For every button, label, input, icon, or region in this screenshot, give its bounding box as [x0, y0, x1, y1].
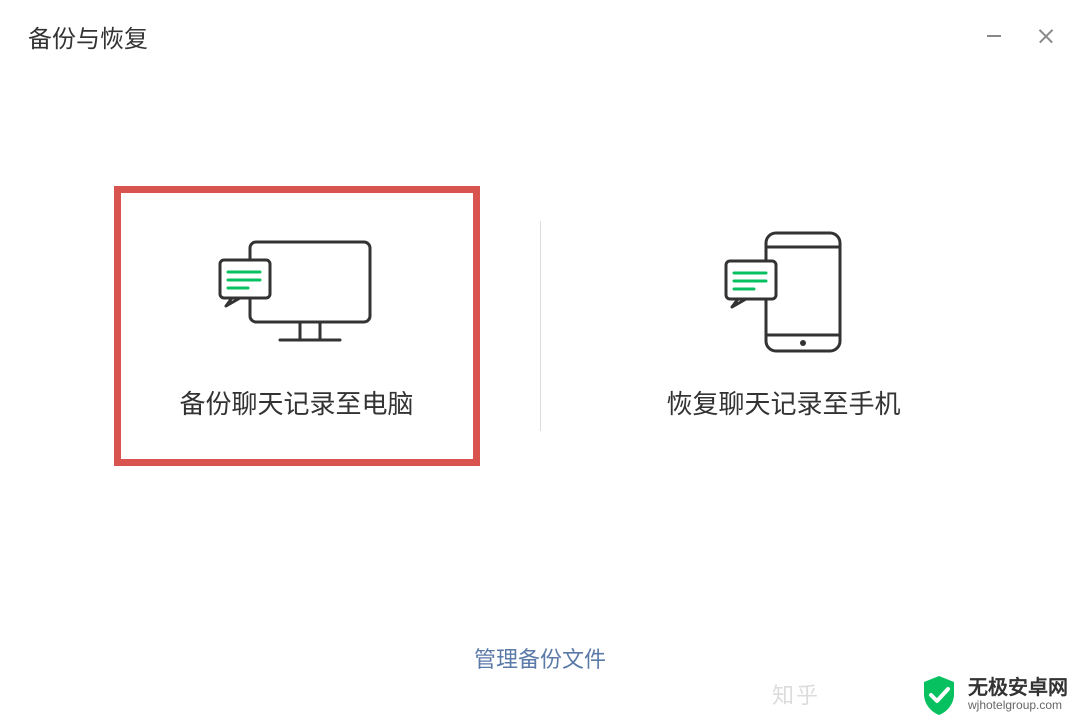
minimize-button[interactable]: [984, 26, 1004, 46]
restore-to-phone-option[interactable]: 恢复聊天记录至手机: [601, 186, 967, 466]
phone-icon: [714, 232, 854, 352]
backup-restore-window: 备份与恢复: [0, 0, 1080, 724]
vertical-divider: [540, 221, 541, 431]
brand-watermark: 无极安卓网 wjhotelgroup.com: [916, 672, 1068, 718]
close-icon: [1038, 28, 1054, 44]
main-content: 备份聊天记录至电脑 恢复聊天记录至手机: [0, 186, 1080, 466]
window-title: 备份与恢复: [28, 19, 148, 54]
window-controls: [984, 26, 1056, 46]
manage-backup-link[interactable]: 管理备份文件: [474, 647, 606, 672]
brand-name: 无极安卓网: [968, 677, 1068, 699]
footer: 管理备份文件: [0, 642, 1080, 674]
brand-text: 无极安卓网 wjhotelgroup.com: [968, 677, 1068, 712]
backup-to-pc-option[interactable]: 备份聊天记录至电脑: [114, 186, 480, 466]
shield-icon: [916, 672, 962, 718]
titlebar: 备份与恢复: [0, 0, 1080, 56]
minimize-icon: [987, 35, 1001, 37]
computer-icon: [212, 232, 382, 352]
restore-to-phone-label: 恢复聊天记录至手机: [666, 384, 900, 421]
zhihu-watermark: 知乎: [772, 678, 820, 710]
backup-to-pc-label: 备份聊天记录至电脑: [179, 384, 413, 421]
brand-url: wjhotelgroup.com: [968, 699, 1068, 712]
close-button[interactable]: [1036, 26, 1056, 46]
